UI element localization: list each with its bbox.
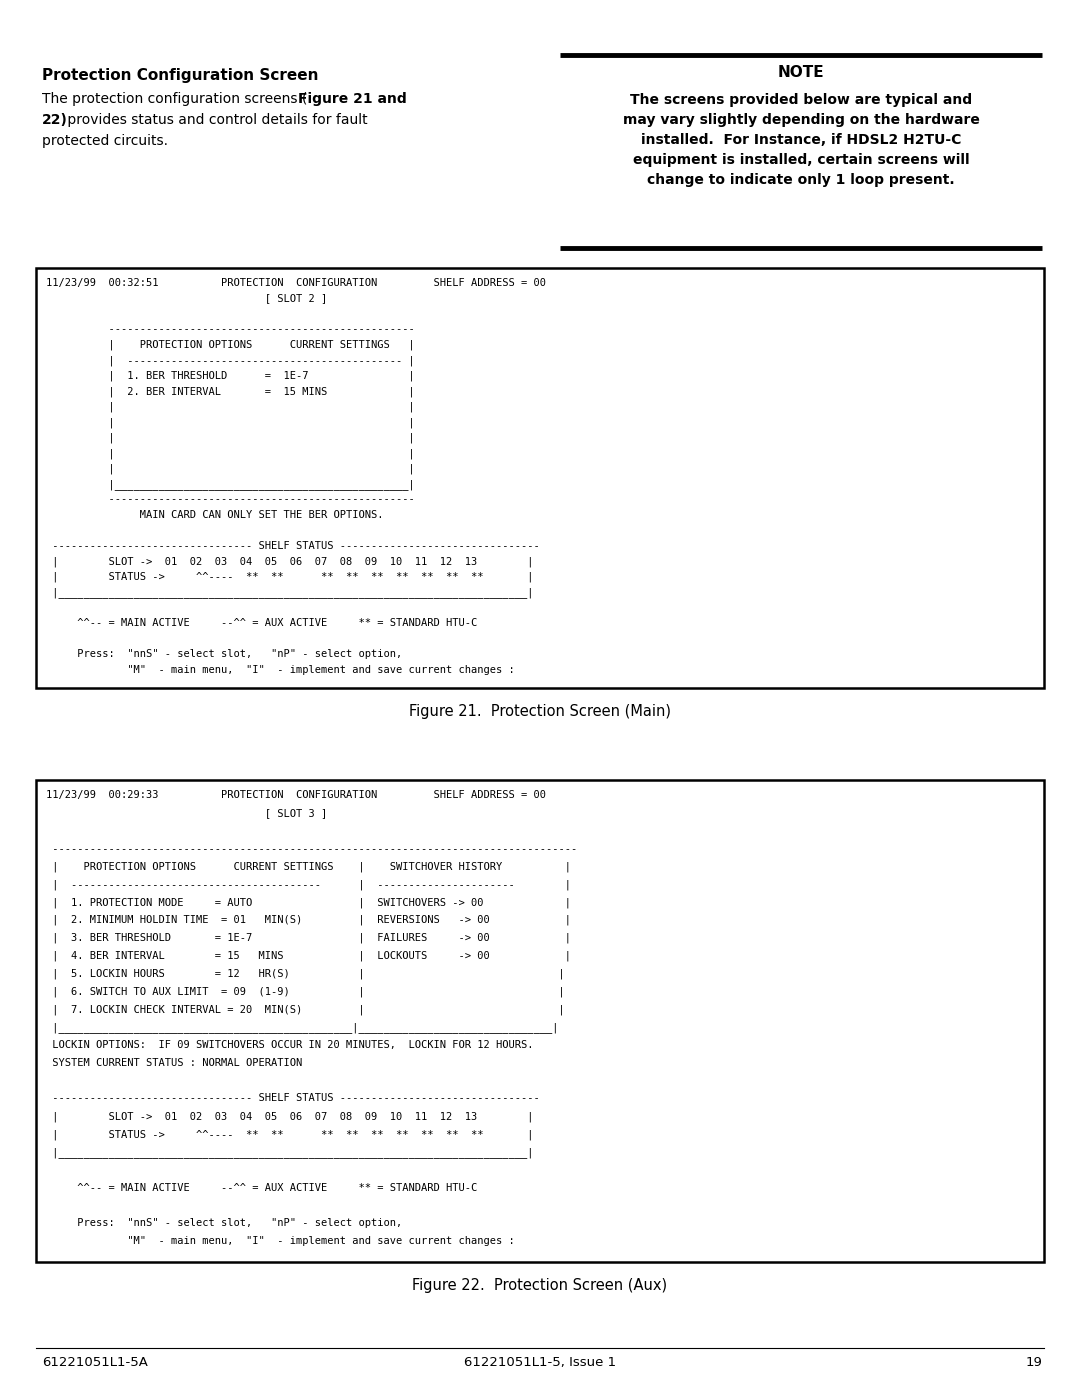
Text: |  1. BER THRESHOLD      =  1E-7                |: | 1. BER THRESHOLD = 1E-7 | (46, 370, 415, 381)
Text: |    PROTECTION OPTIONS      CURRENT SETTINGS    |    SWITCHOVER HISTORY        : | PROTECTION OPTIONS CURRENT SETTINGS | … (46, 862, 571, 872)
Text: 11/23/99  00:32:51          PROTECTION  CONFIGURATION         SHELF ADDRESS = 00: 11/23/99 00:32:51 PROTECTION CONFIGURATI… (46, 278, 546, 288)
Text: |  ----------------------------------------      |  ----------------------      : | --------------------------------------… (46, 879, 571, 890)
Text: [ SLOT 2 ]: [ SLOT 2 ] (46, 293, 327, 303)
Text: Figure 21.  Protection Screen (Main): Figure 21. Protection Screen (Main) (409, 704, 671, 719)
Text: [ SLOT 3 ]: [ SLOT 3 ] (46, 807, 327, 817)
Text: LOCKIN OPTIONS:  IF 09 SWITCHOVERS OCCUR IN 20 MINUTES,  LOCKIN FOR 12 HOURS.: LOCKIN OPTIONS: IF 09 SWITCHOVERS OCCUR … (46, 1039, 534, 1051)
Bar (36, 268, 1044, 687)
Text: |___________________________________________________________________________|: |_______________________________________… (46, 1147, 534, 1158)
Text: |  2. BER INTERVAL       =  15 MINS             |: | 2. BER INTERVAL = 15 MINS | (46, 386, 415, 397)
Text: Figure 22.  Protection Screen (Aux): Figure 22. Protection Screen (Aux) (413, 1278, 667, 1294)
Text: 61221051L1-5A: 61221051L1-5A (42, 1356, 148, 1369)
Text: |                                               |: | | (46, 433, 415, 443)
Text: |  7. LOCKIN CHECK INTERVAL = 20  MIN(S)         |                              : | 7. LOCKIN CHECK INTERVAL = 20 MIN(S) | (46, 1004, 565, 1014)
Text: |        SLOT ->  01  02  03  04  05  06  07  08  09  10  11  12  13        |: | SLOT -> 01 02 03 04 05 06 07 08 09 10 … (46, 1111, 534, 1122)
Text: |    PROTECTION OPTIONS      CURRENT SETTINGS   |: | PROTECTION OPTIONS CURRENT SETTINGS | (46, 339, 415, 351)
Text: ^^-- = MAIN ACTIVE     --^^ = AUX ACTIVE     ** = STANDARD HTU-C: ^^-- = MAIN ACTIVE --^^ = AUX ACTIVE ** … (46, 1183, 477, 1193)
Text: NOTE: NOTE (778, 66, 824, 80)
Text: Press:  "nnS" - select slot,   "nP" - select option,: Press: "nnS" - select slot, "nP" - selec… (46, 650, 402, 659)
Text: Figure 21 and: Figure 21 and (298, 92, 407, 106)
Text: |  -------------------------------------------- |: | --------------------------------------… (46, 355, 415, 366)
Text: |_______________________________________________|: |_______________________________________… (46, 479, 415, 490)
Text: "M"  - main menu,  "I"  - implement and save current changes :: "M" - main menu, "I" - implement and sav… (46, 665, 515, 675)
Text: The protection configuration screens (: The protection configuration screens ( (42, 92, 308, 106)
Text: -------------------------------------------------: ----------------------------------------… (46, 324, 415, 334)
Text: |                                               |: | | (46, 418, 415, 427)
Text: |  3. BER THRESHOLD       = 1E-7                 |  FAILURES     -> 00          : | 3. BER THRESHOLD = 1E-7 | FAILURES -> … (46, 933, 571, 943)
Text: |  1. PROTECTION MODE     = AUTO                 |  SWITCHOVERS -> 00           : | 1. PROTECTION MODE = AUTO | SWITCHOVER… (46, 897, 571, 908)
Text: |  2. MINIMUM HOLDIN TIME  = 01   MIN(S)         |  REVERSIONS   -> 00          : | 2. MINIMUM HOLDIN TIME = 01 MIN(S) | R… (46, 915, 571, 925)
Text: |                                               |: | | (46, 464, 415, 474)
Text: SYSTEM CURRENT STATUS : NORMAL OPERATION: SYSTEM CURRENT STATUS : NORMAL OPERATION (46, 1058, 302, 1067)
Text: |  4. BER INTERVAL        = 15   MINS            |  LOCKOUTS     -> 00          : | 4. BER INTERVAL = 15 MINS | LOCKOUTS -… (46, 950, 571, 961)
Text: -------------------------------------------------: ----------------------------------------… (46, 495, 415, 504)
Text: Protection Configuration Screen: Protection Configuration Screen (42, 68, 319, 82)
Text: |  5. LOCKIN HOURS        = 12   HR(S)           |                              : | 5. LOCKIN HOURS = 12 HR(S) | (46, 968, 565, 979)
Text: The screens provided below are typical and
may vary slightly depending on the ha: The screens provided below are typical a… (622, 94, 980, 187)
Text: protected circuits.: protected circuits. (42, 134, 168, 148)
Text: ^^-- = MAIN ACTIVE     --^^ = AUX ACTIVE     ** = STANDARD HTU-C: ^^-- = MAIN ACTIVE --^^ = AUX ACTIVE ** … (46, 617, 477, 629)
Text: |        STATUS ->     ^^----  **  **      **  **  **  **  **  **  **       |: | STATUS -> ^^---- ** ** ** ** ** ** ** … (46, 1129, 534, 1140)
Text: Press:  "nnS" - select slot,   "nP" - select option,: Press: "nnS" - select slot, "nP" - selec… (46, 1218, 402, 1228)
Text: |___________________________________________________________________________|: |_______________________________________… (46, 587, 534, 598)
Text: |                                               |: | | (46, 448, 415, 458)
Text: "M"  - main menu,  "I"  - implement and save current changes :: "M" - main menu, "I" - implement and sav… (46, 1236, 515, 1246)
Text: 22): 22) (42, 113, 68, 127)
Bar (36, 780, 1044, 1261)
Text: -------------------------------- SHELF STATUS --------------------------------: -------------------------------- SHELF S… (46, 541, 540, 550)
Text: |                                               |: | | (46, 402, 415, 412)
Text: 19: 19 (1025, 1356, 1042, 1369)
Text: --------------------------------------------------------------------------------: ----------------------------------------… (46, 844, 577, 854)
Text: |        STATUS ->     ^^----  **  **      **  **  **  **  **  **  **       |: | STATUS -> ^^---- ** ** ** ** ** ** ** … (46, 571, 534, 583)
Text: |  6. SWITCH TO AUX LIMIT  = 09  (1-9)           |                              : | 6. SWITCH TO AUX LIMIT = 09 (1-9) | (46, 986, 565, 997)
Text: 11/23/99  00:29:33          PROTECTION  CONFIGURATION         SHELF ADDRESS = 00: 11/23/99 00:29:33 PROTECTION CONFIGURATI… (46, 789, 546, 800)
Text: |_______________________________________________|_______________________________: |_______________________________________… (46, 1023, 558, 1032)
Text: 61221051L1-5, Issue 1: 61221051L1-5, Issue 1 (464, 1356, 616, 1369)
Text: MAIN CARD CAN ONLY SET THE BER OPTIONS.: MAIN CARD CAN ONLY SET THE BER OPTIONS. (46, 510, 383, 520)
Text: provides status and control details for fault: provides status and control details for … (63, 113, 367, 127)
Text: -------------------------------- SHELF STATUS --------------------------------: -------------------------------- SHELF S… (46, 1094, 540, 1104)
Text: |        SLOT ->  01  02  03  04  05  06  07  08  09  10  11  12  13        |: | SLOT -> 01 02 03 04 05 06 07 08 09 10 … (46, 556, 534, 567)
